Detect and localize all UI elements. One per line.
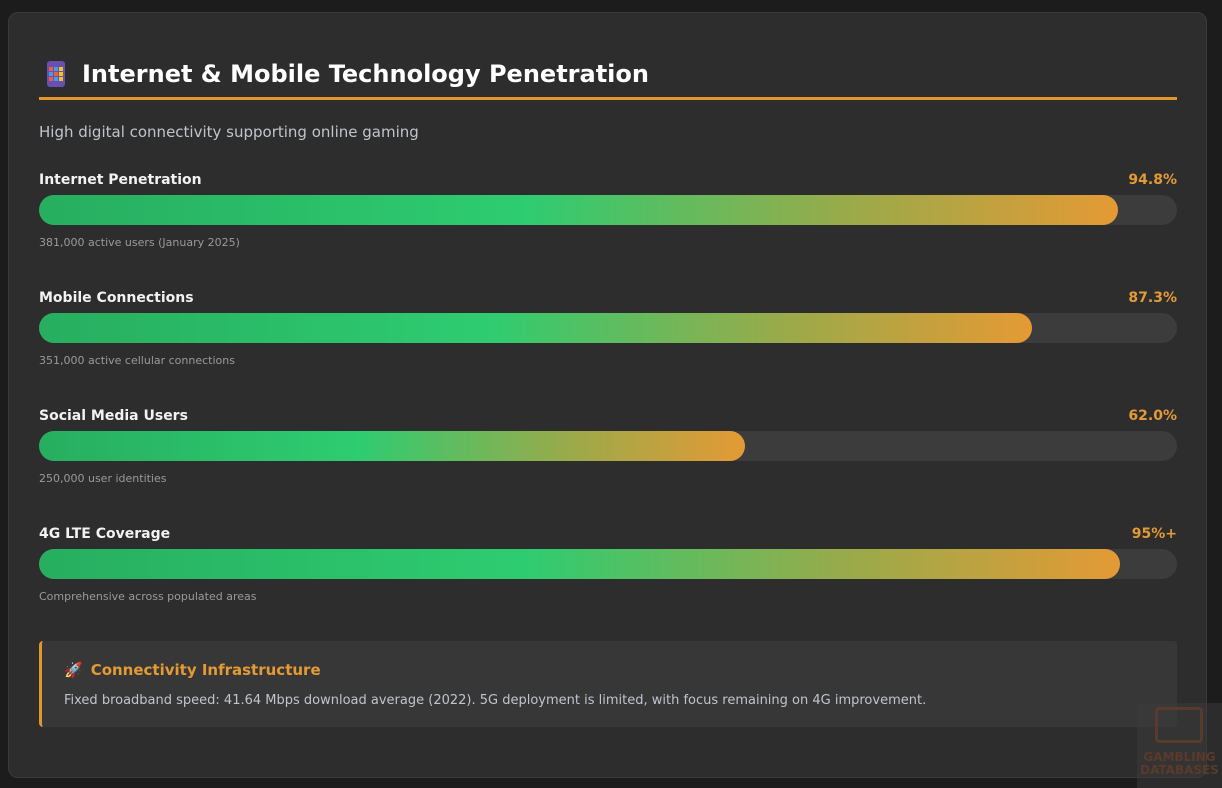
metric-row: Social Media Users 62.0% 250,000 user id… [39,408,1177,508]
progress-track [39,195,1177,225]
progress-track [39,431,1177,461]
metric-value: 62.0% [1128,408,1177,424]
metric-value: 87.3% [1128,290,1177,306]
metric-note: 250,000 user identities [39,472,167,485]
progress-track [39,313,1177,343]
metric-label: Social Media Users [39,408,188,424]
metric-label: 4G LTE Coverage [39,526,171,542]
progress-fill [39,549,1121,579]
connectivity-card: Internet & Mobile Technology Penetration… [8,12,1207,778]
card-header: Internet & Mobile Technology Penetration [39,49,1177,99]
callout-heading: 🚀 Connectivity Infrastructure [64,661,321,679]
callout-text: Fixed broadband speed: 41.64 Mbps downlo… [64,693,927,708]
metric-note: 351,000 active cellular connections [39,354,235,367]
metric-row: Internet Penetration 94.8% 381,000 activ… [39,172,1177,272]
metric-value: 95%+ [1131,526,1177,542]
progress-fill [39,313,1033,343]
watermark-line1: GAMBLING [1143,750,1216,764]
progress-fill [39,431,745,461]
metric-note: 381,000 active users (January 2025) [39,236,240,249]
monitor-chip-icon [1155,707,1203,743]
watermark-logo: GAMBLING DATABASES [1137,703,1222,788]
metric-row: Mobile Connections 87.3% 351,000 active … [39,290,1177,390]
metric-label: Internet Penetration [39,172,202,188]
connectivity-callout: 🚀 Connectivity Infrastructure Fixed broa… [39,641,1177,727]
rocket-icon: 🚀 [64,661,83,679]
title-divider [39,97,1177,100]
metric-row: 4G LTE Coverage 95%+ Comprehensive acros… [39,526,1177,626]
subtitle: High digital connectivity supporting onl… [39,123,419,141]
page-title: Internet & Mobile Technology Penetration [82,60,649,88]
metric-note: Comprehensive across populated areas [39,590,257,603]
metric-value: 94.8% [1128,172,1177,188]
watermark-line2: DATABASES [1140,763,1219,777]
progress-track [39,549,1177,579]
mobile-phone-icon [47,61,65,87]
progress-fill [39,195,1118,225]
metric-label: Mobile Connections [39,290,194,306]
callout-title: Connectivity Infrastructure [90,661,321,679]
